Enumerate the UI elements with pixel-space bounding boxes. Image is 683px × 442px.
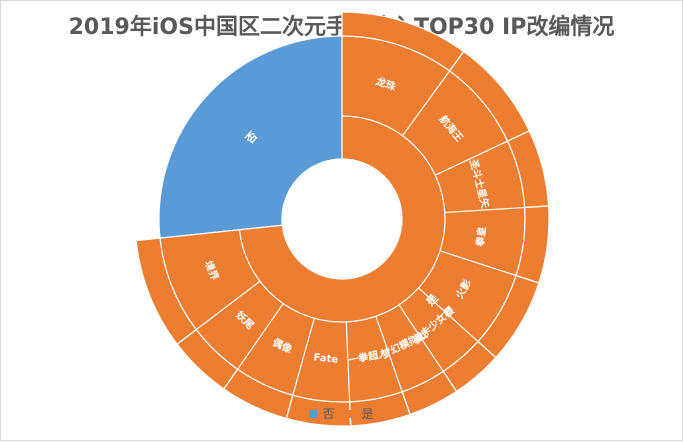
outer-divider-9 [223, 303, 284, 390]
legend-label-no: 否 [322, 407, 335, 421]
legend-label-yes: 是 [361, 407, 374, 421]
outer-divider-0 [402, 51, 465, 137]
legend-swatch-yes [348, 409, 357, 418]
outer-divider-8 [285, 318, 315, 419]
legend-item-yes: 是 [348, 405, 374, 422]
outer-divider-4 [418, 287, 497, 358]
inner-segment-no [158, 35, 343, 239]
legend-item-no: 否 [309, 405, 335, 422]
outer-divider-1 [434, 130, 530, 176]
legend: 否 是 [1, 405, 682, 422]
outer-divider-5 [398, 304, 458, 392]
ring-separator [238, 115, 446, 323]
outer-divider-6 [375, 316, 411, 415]
legend-swatch-no [309, 409, 318, 418]
outer-label-8: Fate [313, 352, 339, 366]
outer-divider-7 [345, 321, 352, 426]
outer-divider-2 [444, 205, 549, 214]
outer-segment-11 [135, 237, 198, 345]
outer-divider-3 [439, 250, 540, 284]
outer-label-3: 拳皇 [473, 226, 489, 248]
outer-divider-10 [176, 280, 261, 345]
